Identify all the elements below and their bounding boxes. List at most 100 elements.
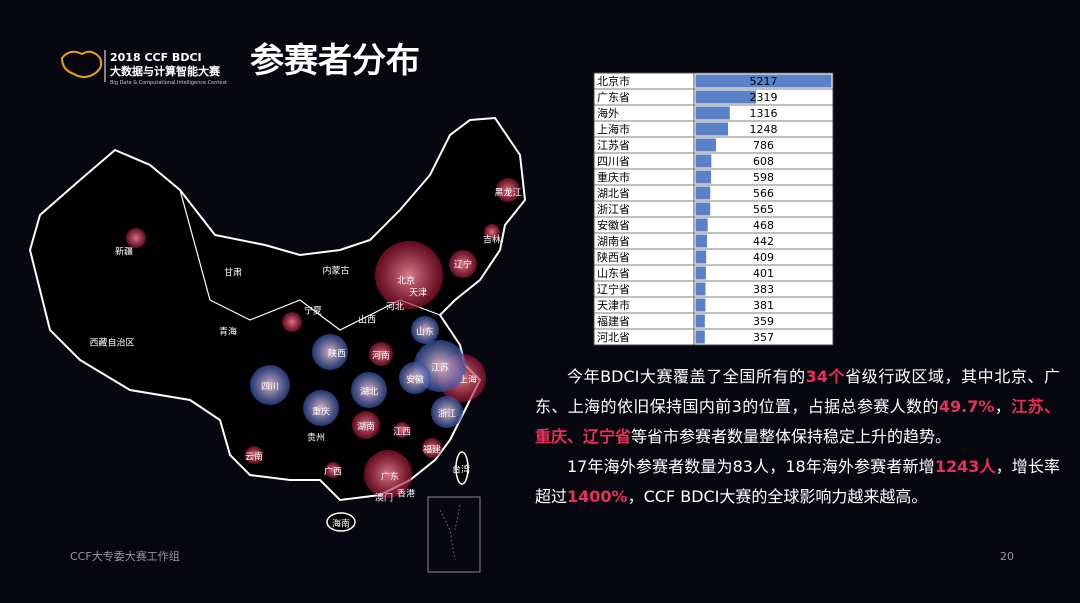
bubble [422, 438, 442, 458]
bubble [496, 178, 520, 202]
category-label: 天津市 [597, 298, 630, 312]
category-label: 四川省 [597, 155, 630, 168]
page-number: 20 [1000, 550, 1014, 563]
logo-line3: Big Data & Computational Intelligence Co… [110, 80, 227, 86]
bubble [449, 250, 477, 278]
bar [695, 298, 706, 312]
bubble [394, 422, 410, 438]
value-label: 5217 [750, 75, 778, 88]
bar [695, 314, 705, 328]
category-label: 安徽省 [597, 218, 630, 232]
category-label: 上海市 [597, 122, 630, 136]
bar [695, 90, 756, 104]
bar-table: 北京市 5217 广东省 2319 海外 1316 上海市 1248 江苏省 786 四川省 608 重… [593, 72, 834, 346]
province-label: 河南 [372, 350, 390, 362]
text: ，增长率超过 [535, 457, 1060, 506]
bubble [431, 396, 463, 428]
province-label: 青海 [219, 326, 237, 338]
province-label: 台湾 [452, 464, 470, 476]
category-label: 河北省 [597, 331, 630, 344]
value-label: 442 [753, 235, 774, 248]
category-label: 北京市 [597, 74, 630, 88]
paragraph: 今年BDCI大赛覆盖了全国所有的34个省级行政区域，其中北京、广东、上海的依旧保… [535, 362, 1060, 452]
bubble [352, 411, 380, 439]
bar [695, 202, 711, 216]
bar [695, 330, 705, 344]
province-label: 浙江 [438, 408, 456, 420]
value-label: 401 [753, 267, 774, 280]
province-label: 黑龙江 [494, 187, 521, 199]
description: 今年BDCI大赛覆盖了全国所有的34个省级行政区域，其中北京、广东、上海的依旧保… [535, 362, 1060, 512]
text: ，CCF BDCI大赛的全球影响力越来越高。 [627, 487, 928, 506]
highlight: 1400% [567, 487, 628, 506]
value-label: 786 [753, 139, 774, 152]
bubble [399, 362, 431, 394]
bar [695, 74, 832, 88]
footer-left: CCF大专委大赛工作组 [70, 549, 180, 563]
logo-icon [60, 50, 103, 78]
province-label: 辽宁 [454, 259, 472, 271]
province-label: 安徽 [406, 374, 424, 386]
province-label: 山东 [416, 326, 434, 338]
province-label: 四川 [261, 383, 279, 393]
province-label: 云南 [245, 451, 263, 463]
bar [695, 154, 712, 168]
bar [695, 234, 708, 248]
value-label: 357 [753, 331, 774, 344]
province-label: 湖南 [357, 421, 375, 433]
bubble [282, 312, 302, 332]
paragraph: 17年海外参赛者数量为83人，18年海外参赛者新增1243人，增长率超过1400… [535, 452, 1060, 512]
value-label: 381 [753, 299, 774, 312]
bar [695, 106, 730, 120]
text: 17年海外参赛者数量为83人，18年海外参赛者新增 [567, 457, 935, 476]
value-label: 608 [753, 155, 774, 168]
value-label: 409 [753, 251, 774, 264]
highlight: 34个 [805, 367, 846, 386]
province-label: 福建 [423, 444, 441, 456]
bubble [325, 462, 341, 478]
bar [695, 218, 708, 232]
text: 今年BDCI大赛覆盖了全国所有的 [567, 367, 806, 386]
value-label: 1316 [750, 107, 778, 120]
value-label: 2319 [750, 91, 778, 104]
province-label: 湖北 [360, 387, 378, 398]
province-label: 广西 [324, 466, 342, 478]
bubble [369, 342, 393, 366]
category-label: 福建省 [597, 314, 630, 328]
category-label: 浙江省 [597, 203, 630, 216]
bubble [250, 365, 290, 405]
province-label: 江西 [393, 427, 411, 438]
province-label: 澳门 [375, 492, 393, 504]
highlight: 江苏、重庆、辽宁省 [535, 397, 1060, 446]
logo-line2: 大数据与计算智能大赛 [110, 64, 221, 78]
bar [695, 170, 712, 184]
category-label: 海外 [597, 106, 619, 120]
text: 省级行政区域，其中北京、广东、上海的依旧保持国内前3的位置，占据总参赛人数的 [535, 367, 1060, 416]
inset-box [427, 496, 481, 573]
province-label: 重庆 [312, 406, 330, 418]
province-label: 香港 [397, 488, 415, 500]
province-label: 北京 [397, 275, 415, 287]
category-label: 重庆市 [597, 170, 630, 184]
bubble [245, 446, 263, 464]
province-label: 陕西 [328, 348, 346, 360]
text: 等省市参赛者数量整体保持稳定上升的趋势。 [631, 427, 952, 446]
bubble [411, 316, 439, 344]
category-label: 江苏省 [597, 139, 630, 152]
category-label: 陕西省 [597, 250, 630, 264]
category-label: 湖南省 [597, 235, 630, 248]
province-label: 甘肃 [224, 267, 242, 279]
province-label: 江苏 [431, 362, 449, 374]
bar [695, 138, 716, 152]
bar [695, 250, 707, 264]
province-label: 上海 [459, 374, 477, 386]
highlight: 49.7% [938, 397, 995, 416]
category-label: 辽宁省 [597, 282, 630, 296]
logo: 2018 CCF BDCI 大数据与计算智能大赛 Big Data & Comp… [60, 50, 227, 86]
logo-line1: 2018 CCF BDCI [110, 51, 202, 64]
bar [695, 122, 729, 136]
value-label: 566 [753, 187, 774, 200]
